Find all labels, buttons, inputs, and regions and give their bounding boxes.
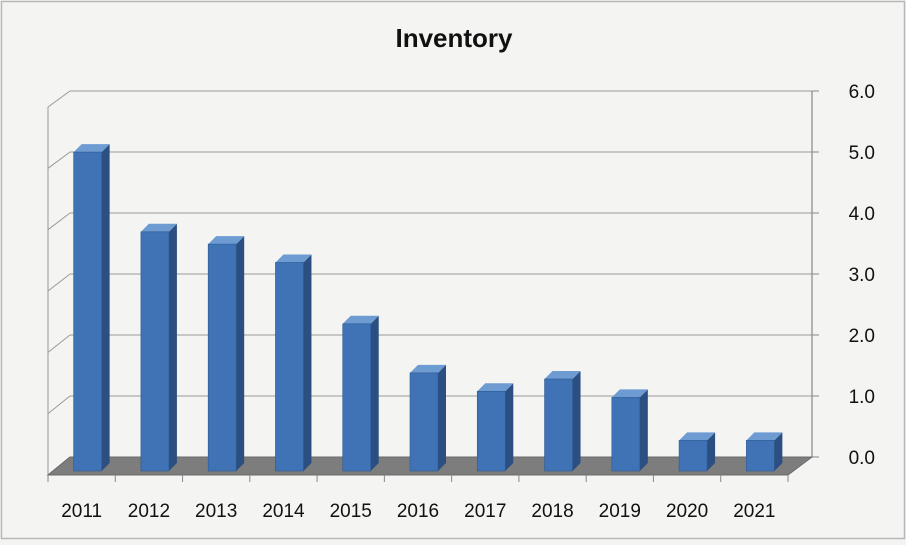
bar-top [342,315,379,324]
x-tick-label: 2013 [195,501,237,522]
bar-top [679,432,716,441]
x-tick-label: 2019 [599,501,641,522]
bar-side [101,144,110,472]
bar-front [544,378,573,472]
bar-2012 [140,223,177,472]
bar-front [746,440,775,472]
bar-side [303,254,312,471]
y-tick-label: 3.0 [849,265,875,286]
bar-front [275,262,304,472]
x-tick-label: 2017 [464,501,506,522]
gridline-depth [47,212,71,231]
bar-front [207,243,237,472]
bar-side [774,432,783,471]
bar-2017 [476,383,514,472]
bar-top [477,383,514,392]
x-tick-label: 2021 [733,501,775,522]
y-tick-label: 2.0 [849,326,875,347]
bar-top [140,223,177,232]
bar-front [611,397,641,472]
bar-top [275,254,312,263]
gridline-depth [47,395,71,415]
x-tick-label: 2014 [262,501,305,522]
bar-side [168,223,177,471]
x-tick-label: 2015 [330,501,372,522]
bar-top [73,144,110,153]
gridline-depth [47,334,71,353]
y-tick-label: 4.0 [849,204,875,225]
bar-side [236,236,245,471]
x-tick-label: 2018 [531,501,573,522]
x-tick-label: 2016 [397,501,439,522]
bar-top [611,389,648,398]
y-tick-label: 0.0 [849,448,875,469]
bar-front [140,231,170,472]
gridline-depth [47,273,71,292]
bar-top [208,236,245,245]
bar-2014 [275,254,312,472]
bar-front [73,151,102,472]
x-tick-label: 2011 [61,501,102,522]
bar-front [476,390,506,472]
bar-side [438,364,446,471]
y-tick-label: 5.0 [849,143,875,164]
bar-front [409,372,439,472]
bar-side [505,383,514,471]
bar-side [639,389,648,471]
bar-2020 [678,432,716,472]
x-tick-label: 2012 [128,501,170,522]
bar-front [678,440,708,472]
bar-front [342,323,372,472]
gridline-depth [47,90,71,108]
bar-side [370,315,379,471]
bar-2013 [207,236,245,472]
bar-side [707,432,716,471]
gridline-depth [47,151,71,169]
bar-side [572,371,581,471]
bar-2016 [409,364,446,472]
y-tick-label: 6.0 [849,82,875,103]
bar-2015 [342,315,379,472]
bar-2018 [544,371,581,472]
bar-2019 [611,389,648,472]
y-tick-label: 1.0 [849,387,875,408]
bar-top [410,364,446,373]
x-tick-label: 2020 [666,501,708,522]
bar-2021 [746,432,783,472]
bar-top [746,432,783,441]
bar-2011 [73,144,110,472]
chart-title: Inventory [395,23,513,53]
bar-top [544,371,581,379]
